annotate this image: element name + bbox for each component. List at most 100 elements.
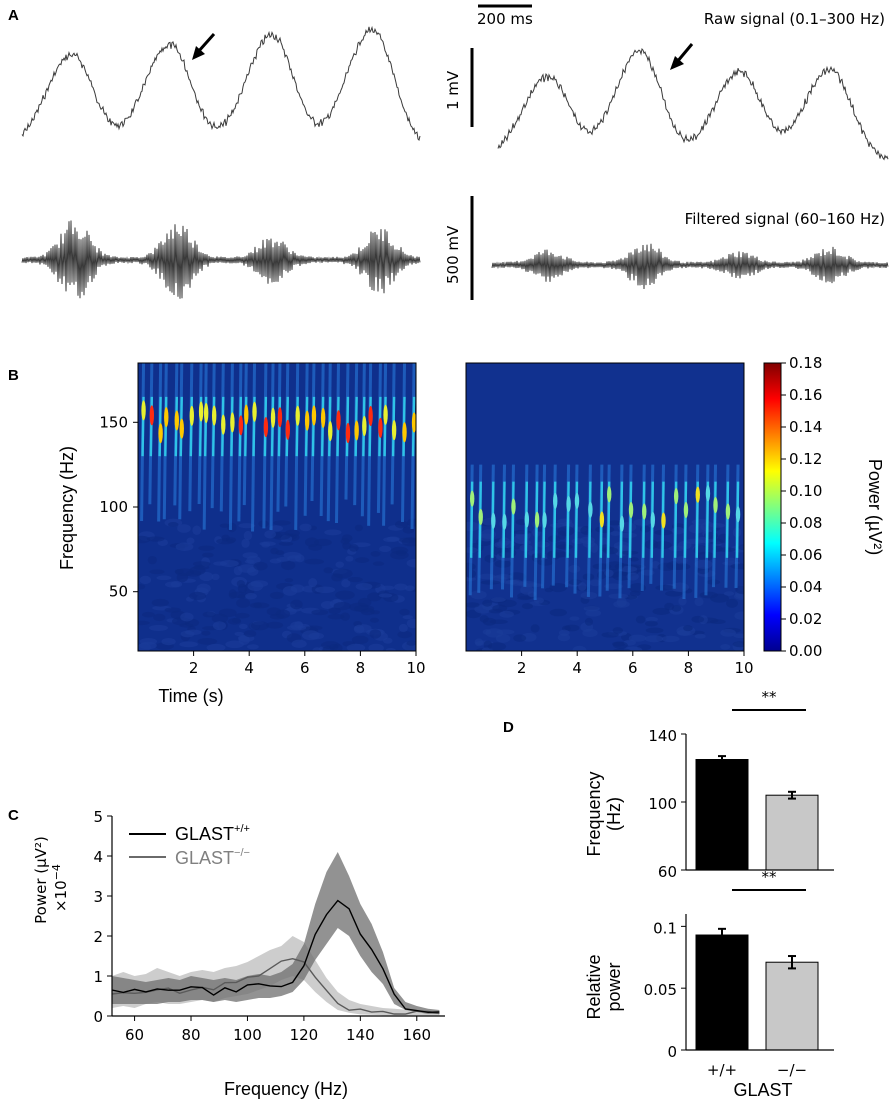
raw-signal-label: Raw signal (0.1–300 Hz) [704, 10, 885, 28]
psd-x-tick: 120 [290, 1026, 319, 1044]
significance-stars: ** [762, 688, 778, 706]
spectrogram-peak [362, 416, 367, 437]
bar-y-tick: 100 [648, 795, 677, 813]
psd-y-multiplier: ×10−4 [50, 864, 70, 912]
spectrogram-peak [502, 513, 507, 530]
spectrogram-peak [354, 420, 359, 441]
spectrogram-peak [542, 512, 547, 529]
psd-x-tick: 100 [233, 1026, 262, 1044]
colorbar-tick: 0.10 [789, 482, 822, 500]
bar-y-tick: 0.1 [653, 919, 677, 937]
filtered-scalebar-label: 500 mV [444, 225, 462, 284]
freq-bar-y-label-1: Frequency [584, 771, 604, 856]
arrow-right-icon [670, 43, 694, 70]
spectrogram-peak [277, 407, 283, 428]
spectrogram-right [466, 363, 744, 651]
colorbar-tick: 0.08 [789, 514, 822, 532]
spectrogram-peak [661, 512, 666, 529]
spectrogram-peak [179, 418, 184, 439]
psd-x-tick: 60 [125, 1026, 144, 1044]
spectrogram-peak [189, 405, 195, 426]
spectrogram-y-tick: 150 [99, 413, 128, 431]
spectrogram-peak [391, 420, 397, 441]
spectrogram-peak [642, 503, 647, 520]
spectrogram-left-x-tick: 4 [244, 659, 254, 677]
spectrogram-peak [735, 506, 741, 523]
spectrogram-peak [566, 495, 571, 512]
psd-x-label: Frequency (Hz) [224, 1079, 348, 1099]
spectrogram-right-x-tick: 6 [628, 659, 638, 677]
panel-label-d: D [503, 719, 514, 736]
psd-x-tick: 80 [181, 1026, 200, 1044]
spectrogram-peak [252, 401, 257, 422]
spectrogram-peak [221, 414, 226, 435]
spectrogram-peak [588, 501, 593, 518]
filtered-signal-label: Filtered signal (60–160 Hz) [685, 210, 885, 228]
spectrogram-streak [368, 396, 372, 457]
spectrogram-peak [211, 405, 217, 426]
psd-y-tick: 0 [93, 1008, 103, 1026]
panel-label-a: A [8, 7, 19, 24]
bar-freq-0 [695, 759, 749, 871]
legend-entry-ko: GLAST−/− [175, 847, 250, 868]
spectrogram-streak [511, 481, 515, 558]
freq-bar-y-label-2: (Hz) [604, 797, 624, 831]
psd-y-label: Power (µV²) [32, 836, 50, 924]
spectrogram-y-tick: 50 [109, 583, 128, 601]
spectrogram-peak [244, 404, 249, 425]
spectrogram-peak [619, 515, 625, 532]
spectrogram-peak [673, 488, 679, 505]
wt-series-line [111, 899, 440, 1014]
filtered-trace-left [21, 220, 421, 299]
colorbar-tick: 0.16 [789, 386, 822, 404]
spectrogram-peak [328, 421, 333, 442]
spectrogram-y-label: Frequency (Hz) [57, 446, 77, 570]
spectrogram-peak [295, 405, 300, 426]
psd-x-tick: 160 [402, 1026, 431, 1044]
colorbar-tick: 0.00 [789, 642, 822, 660]
spectrogram-peak [263, 417, 269, 438]
spectrogram-peak [491, 512, 496, 529]
spectrogram-left-x-tick: 6 [300, 659, 310, 677]
spectrogram-peak [141, 400, 146, 421]
spectrogram-peak [705, 485, 711, 502]
spectrogram-peak [511, 498, 516, 515]
spectrogram-peak [345, 423, 351, 444]
spectrogram-y-tick: 100 [99, 498, 128, 516]
filtered-trace-right [491, 243, 889, 290]
spectrogram-peak [203, 402, 209, 423]
spectrogram-peak [164, 407, 169, 428]
spectrogram-peak [713, 497, 718, 514]
panel-label-b: B [8, 367, 19, 384]
spectrogram-peak [683, 501, 689, 518]
spectrogram-peak [336, 410, 341, 431]
spectrogram-streak [588, 481, 592, 558]
spectrogram-peak [158, 423, 163, 444]
spectrogram-x-label: Time (s) [158, 686, 223, 706]
power-bar-y-label-2: power [604, 962, 624, 1011]
spectrogram-peak [725, 503, 731, 520]
glast-category-label: −/− [777, 1061, 807, 1079]
spectrogram-peak [695, 486, 700, 503]
spectrogram-peak [599, 511, 605, 528]
psd-y-tick: 2 [93, 928, 103, 946]
spectrogram-streak [725, 481, 730, 558]
spectrogram-right-x-tick: 2 [517, 659, 527, 677]
spectrogram-peak [311, 405, 317, 426]
colorbar-label: Power (µV²) [865, 459, 885, 555]
significance-stars: ** [762, 868, 778, 886]
spectrogram-peak [650, 511, 655, 528]
bar-power-0 [695, 934, 749, 1051]
spectrogram-right-x-tick: 4 [572, 659, 582, 677]
spectrogram-left-x-tick: 10 [406, 659, 425, 677]
spectrogram-peak [320, 407, 326, 428]
raw-trace-right [497, 47, 889, 161]
colorbar-tick: 0.18 [789, 354, 822, 372]
spectrogram-peak [574, 492, 580, 509]
glast-category-label: +/+ [707, 1061, 737, 1079]
colorbar-tick: 0.04 [789, 578, 822, 596]
spectrogram-left-x-tick: 2 [189, 659, 199, 677]
bar-power-1 [765, 961, 819, 1051]
spectrogram-streak [628, 481, 633, 558]
spectrogram-peak [628, 501, 634, 518]
